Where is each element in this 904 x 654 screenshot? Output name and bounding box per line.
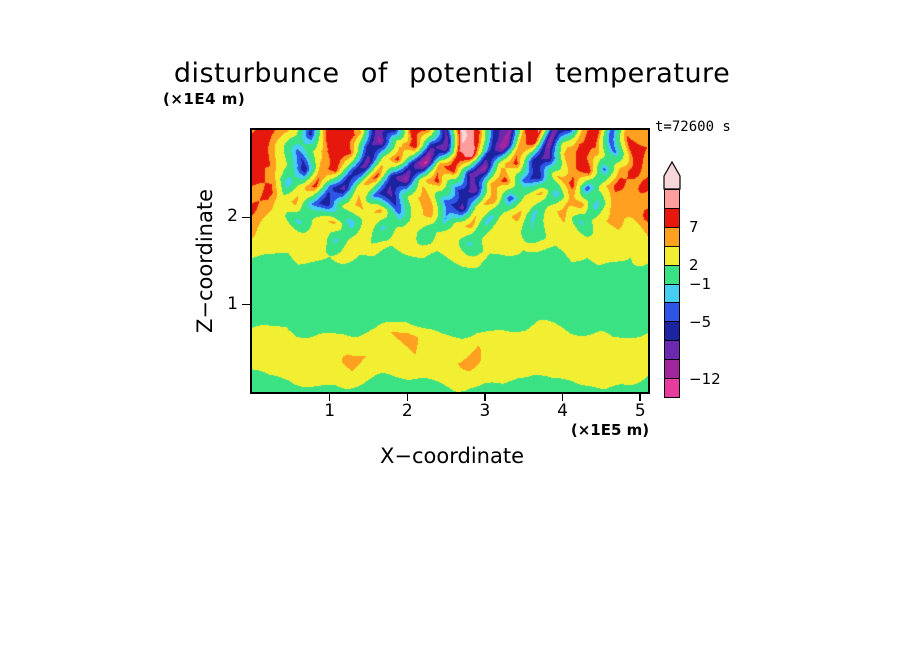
z-tick-label: 2 xyxy=(227,206,238,227)
z-tick xyxy=(242,216,250,219)
x-tick xyxy=(406,394,409,401)
colorbar-segment xyxy=(665,190,679,208)
plot-frame xyxy=(250,128,650,394)
colorbar xyxy=(664,189,680,398)
colorbar-label: −12 xyxy=(689,370,721,388)
colorbar-label: −5 xyxy=(689,313,712,331)
x-tick-label: 3 xyxy=(479,401,491,421)
colorbar-segment xyxy=(665,207,679,227)
colorbar-label: 7 xyxy=(689,218,699,236)
colorbar-segment xyxy=(665,245,679,265)
colorbar-arrow xyxy=(663,160,681,190)
x-tick-label: 1 xyxy=(324,401,336,421)
colorbar-segment xyxy=(665,226,679,246)
colorbar-segment xyxy=(665,378,679,397)
x-tick-label: 5 xyxy=(634,401,646,421)
colorbar-segment xyxy=(665,302,679,322)
colorbar-segment xyxy=(665,283,679,303)
x-axis-unit-label: (×1E5 m) xyxy=(570,421,650,439)
colorbar-arrow-shape xyxy=(663,160,681,190)
colorbar-segment xyxy=(665,359,679,379)
colorbar-segment xyxy=(665,321,679,341)
colorbar-label: 2 xyxy=(689,256,699,274)
x-axis-title: X−coordinate xyxy=(380,444,524,468)
x-tick xyxy=(484,394,486,401)
x-tick-label: 2 xyxy=(401,401,413,421)
x-tick-label: 4 xyxy=(557,401,568,421)
z-tick xyxy=(242,303,250,306)
x-tick xyxy=(328,394,331,401)
contour-plot-canvas xyxy=(252,130,648,392)
colorbar-label: −1 xyxy=(689,275,712,293)
colorbar-segment xyxy=(665,340,679,360)
x-tick xyxy=(639,394,641,401)
y-axis-unit-label: (×1E4 m) xyxy=(163,90,246,108)
z-tick-label: 1 xyxy=(227,293,238,314)
x-tick xyxy=(561,394,564,401)
chart-title: disturbunce of potential temperature xyxy=(173,58,731,89)
time-annotation: t=72600 s xyxy=(655,119,731,135)
colorbar-segment xyxy=(665,264,679,284)
